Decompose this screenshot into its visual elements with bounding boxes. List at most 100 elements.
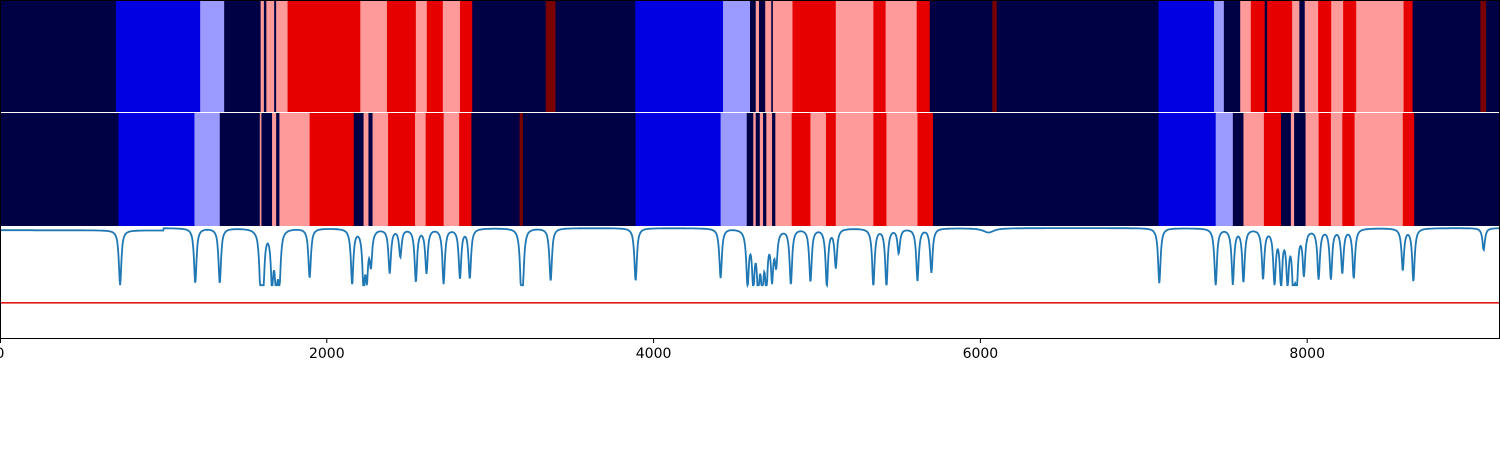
heatmap-segment: [459, 0, 473, 112]
heatmap-segment: [835, 113, 874, 226]
heatmap-segment: [1158, 0, 1215, 112]
heatmap-segment: [276, 113, 280, 226]
heatmap-segment: [1294, 113, 1306, 226]
heatmap-segment: [929, 0, 993, 112]
heatmap-segment: [1304, 0, 1319, 112]
heatmap-segment: [1402, 113, 1415, 226]
heatmap-segment: [1240, 0, 1252, 112]
heatmap-segment: [459, 113, 472, 226]
heatmap-segment: [276, 0, 288, 112]
heatmap-segment: [415, 0, 428, 112]
heatmap-segment: [360, 0, 388, 112]
heatmap-segment: [443, 113, 460, 226]
heatmap-segment: [759, 113, 764, 226]
heatmap-segment: [1356, 0, 1404, 112]
heatmap-segment: [723, 0, 751, 112]
heatmap-segment: [368, 113, 373, 226]
heatmap-segment: [471, 113, 521, 226]
heatmap-segment: [0, 113, 119, 226]
heatmap-segment: [1158, 113, 1217, 226]
heatmap-segment: [1342, 113, 1355, 226]
heatmap-segment: [219, 113, 261, 226]
heatmap-segment: [1215, 113, 1234, 226]
heatmap-segment: [772, 0, 793, 112]
heatmap-segment: [753, 113, 757, 226]
heatmap-segment: [835, 0, 874, 112]
heatmap-segment: [555, 0, 636, 112]
heatmap-segment: [224, 0, 262, 112]
heatmap-segment: [810, 113, 827, 226]
heatmap-segment: [272, 113, 277, 226]
heatmap-segment: [1281, 113, 1292, 226]
heatmap-segment: [825, 113, 837, 226]
heatmap-segment: [266, 0, 275, 112]
heatmap-segment: [1290, 113, 1295, 226]
heatmap-segment: [1232, 113, 1244, 226]
heatmap-segment: [873, 113, 887, 226]
heatmap-segment: [1299, 0, 1306, 112]
heatmap-segment: [1250, 0, 1266, 112]
heatmap-segment: [118, 113, 195, 226]
heatmap-segment: [755, 113, 761, 226]
heatmap-segment: [353, 113, 364, 226]
heatmap-segment: [758, 0, 766, 112]
heatmap-segment: [309, 113, 355, 226]
heatmap-segment: [260, 0, 265, 112]
heatmap-segment: [1223, 0, 1241, 112]
x-tick-label: 8000: [1289, 346, 1325, 362]
heatmap-segment: [363, 113, 369, 226]
heatmap-segment: [917, 113, 934, 226]
heatmap-segment: [886, 113, 918, 226]
x-tick-label: 6000: [963, 346, 999, 362]
heatmap-segment: [1403, 0, 1413, 112]
heatmap-segment: [755, 0, 760, 112]
heatmap-segment: [1214, 0, 1225, 112]
heatmap-segment: [750, 0, 757, 112]
heatmap-row-2: [0, 113, 1500, 226]
heatmap-segment: [425, 113, 445, 226]
heatmap-segment: [746, 113, 754, 226]
heatmap-segment: [1318, 0, 1332, 112]
score-trace-line: [0, 227, 1500, 289]
heatmap-segment: [771, 0, 774, 112]
heatmap-segment: [287, 0, 311, 112]
heatmap-segment: [0, 0, 117, 112]
heatmap-segment: [992, 0, 998, 112]
heatmap-segment: [386, 0, 417, 112]
heatmap-segment: [763, 113, 767, 226]
heatmap-segment: [261, 113, 273, 226]
heatmap-segment: [522, 113, 637, 226]
heatmap-segment: [274, 0, 277, 112]
heatmap-segment: [1414, 113, 1500, 226]
heatmap-segment: [426, 0, 444, 112]
heatmap-segment: [372, 113, 389, 226]
heatmap-segment: [309, 0, 361, 112]
heatmap-segment: [1318, 113, 1332, 226]
heatmap-segment: [519, 113, 524, 226]
heatmap-segment: [1330, 113, 1343, 226]
heatmap-segment: [279, 113, 311, 226]
heatmap-segment: [792, 0, 837, 112]
heatmap-segment: [772, 113, 776, 226]
heatmap-segment: [388, 113, 416, 226]
heatmap-segment: [1486, 0, 1500, 112]
heatmap-segment: [635, 113, 721, 226]
heatmap-segment: [1267, 0, 1293, 112]
heatmap-segment: [545, 0, 556, 112]
heatmap-segment: [200, 0, 225, 112]
heatmap-segment: [1354, 113, 1404, 226]
heatmap-segment: [873, 0, 887, 112]
heatmap-segment: [775, 113, 793, 226]
heatmap-segment: [765, 0, 772, 112]
heatmap-segment: [1243, 113, 1265, 226]
heatmap-segment: [259, 113, 262, 226]
heatmap-segment: [1412, 0, 1481, 112]
heatmap-segment: [472, 0, 547, 112]
heatmap-segment: [415, 113, 427, 226]
heatmap-segment: [442, 0, 461, 112]
heatmap-segment: [263, 0, 267, 112]
heatmap-segment: [1263, 113, 1282, 226]
heatmap-segment: [933, 113, 1159, 226]
heatmap-segment: [885, 0, 918, 112]
